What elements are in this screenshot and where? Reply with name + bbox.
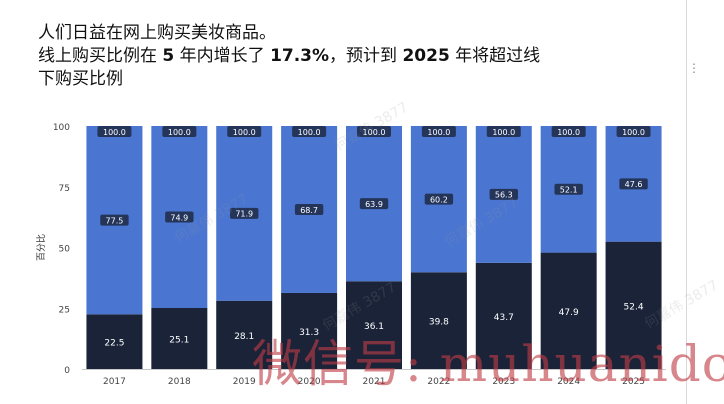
total-label: 100.0 [233,128,256,137]
data-label-bg [230,207,259,219]
x-tick-label: 2020 [298,377,321,387]
data-label-bg [489,188,518,200]
data-label-bg [100,214,129,226]
x-tick-label: 2017 [103,377,126,387]
total-label-bg [227,126,262,137]
data-label: 47.9 [559,308,579,318]
y-tick-label: 25 [59,305,70,315]
data-label: 71.9 [235,210,253,219]
total-label-bg [486,126,521,137]
data-label: 77.5 [106,216,124,225]
total-label: 100.0 [557,128,580,137]
data-label: 60.2 [430,195,448,204]
data-label-bg [554,183,583,195]
data-label: 31.3 [299,328,319,338]
data-label-bg [294,203,324,215]
total-label-bg [97,126,132,137]
data-label: 22.5 [104,339,124,349]
y-tick-label: 50 [59,245,71,255]
total-label: 100.0 [492,128,515,137]
total-label-bg [357,126,391,137]
bar-segment [605,241,662,369]
title-line-3: 下购买比例 [38,69,123,89]
bar-segment [540,252,597,369]
data-label: 52.1 [560,186,578,195]
total-label-bg [421,126,456,137]
total-label-bg [292,126,327,137]
x-tick-label: 2024 [557,377,580,387]
y-axis-label: 百分比 [35,234,47,261]
total-label-bg [162,126,197,137]
data-label: 63.9 [365,200,383,209]
data-label: 47.6 [625,180,643,189]
data-label: 52.4 [624,302,644,312]
data-label: 74.9 [170,213,188,222]
data-label: 56.3 [495,191,513,200]
total-label: 100.0 [103,128,126,137]
data-label: 43.7 [494,313,514,323]
vertical-bars-icon: ⋮ [688,61,700,75]
data-label: 25.1 [169,336,189,346]
x-tick-label: 2025 [622,377,645,387]
x-tick-label: 2023 [492,377,515,387]
title-line-1: 人们日益在网上购买美妆商品。 [38,23,276,43]
data-label: 68.7 [300,206,318,215]
chart-title: 人们日益在网上购买美妆商品。 线上购买比例在 5 年内增长了 17.3%，预计到… [38,22,678,91]
bar-segment [281,292,338,369]
y-tick-label: 100 [53,123,70,133]
bar-segment [346,281,402,369]
right-divider [686,0,687,404]
title-line-2: 线上购买比例在 5 年内增长了 17.3%，预计到 2025 年将超过线 [38,46,541,66]
data-label-bg [165,211,194,223]
data-label-bg [424,193,454,205]
total-label-bg [616,126,651,137]
x-tick-label: 2022 [427,377,450,387]
data-label-bg [359,198,389,210]
y-tick-label: 75 [59,184,70,194]
total-label: 100.0 [363,128,386,137]
data-label: 39.8 [429,318,449,328]
total-label: 100.0 [168,128,191,137]
total-label-bg [551,126,586,137]
total-label: 100.0 [298,128,321,137]
y-tick-label: 0 [64,366,70,376]
total-label: 100.0 [622,128,645,137]
data-label-bg [619,178,648,190]
x-tick-label: 2018 [168,377,191,387]
data-label: 36.1 [364,322,384,332]
bar-segment [151,308,208,369]
bar-segment [410,272,467,369]
total-label: 100.0 [427,128,450,137]
bar-segment [475,262,532,369]
bar-segment [216,300,273,369]
x-tick-label: 2021 [363,377,386,387]
data-label: 28.1 [234,332,254,342]
x-tick-label: 2019 [233,377,256,387]
bar-segment [86,314,143,369]
